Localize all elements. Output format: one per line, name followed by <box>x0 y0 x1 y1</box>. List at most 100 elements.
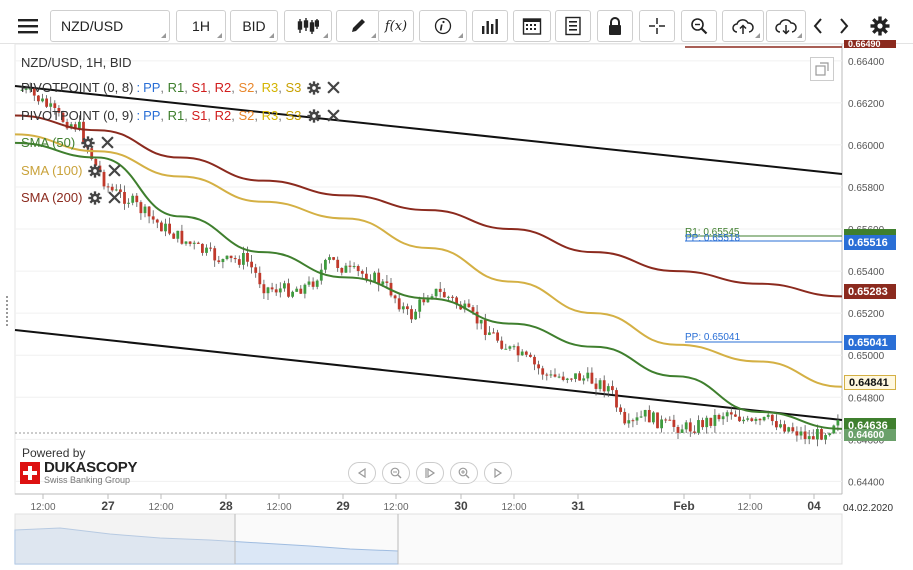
candle-body <box>537 364 540 369</box>
chart-type-button[interactable] <box>284 10 332 42</box>
close-icon <box>108 191 122 204</box>
legend-remove-button[interactable] <box>108 191 122 204</box>
scroll-left-button[interactable] <box>806 10 830 42</box>
y-tick-label: 0.66200 <box>848 99 885 110</box>
legend-remove-button[interactable] <box>101 136 114 149</box>
info-icon <box>434 17 452 35</box>
candle-body <box>254 267 258 273</box>
symbol-select[interactable]: NZD/USD <box>50 10 170 42</box>
menu-button[interactable] <box>9 10 47 42</box>
candle-body <box>578 373 581 381</box>
y-tick-label: 0.64800 <box>848 393 885 404</box>
candle-body <box>401 306 405 310</box>
legend-remove-button[interactable] <box>108 164 122 177</box>
candle-body <box>205 247 208 253</box>
candle-body <box>41 98 44 102</box>
candle-body <box>606 386 610 392</box>
pivot-pp-label-1: PP: 0.65518 <box>685 233 740 244</box>
legend-settings-button[interactable] <box>307 80 322 95</box>
legend-remove-button[interactable] <box>327 81 341 94</box>
candle-body <box>160 222 163 232</box>
candle-body <box>438 288 442 292</box>
legend-level-pp: PP <box>143 80 161 95</box>
legend-level-r3: R3 <box>261 108 279 123</box>
candle-body <box>598 380 602 389</box>
candle-body <box>127 202 130 204</box>
candle-body <box>467 303 471 308</box>
candle-body <box>483 319 487 335</box>
candle-body <box>680 429 684 433</box>
pan-right-button[interactable] <box>484 462 512 484</box>
candle-body <box>352 266 356 268</box>
settings-button[interactable] <box>866 10 894 42</box>
candle-body <box>775 421 778 428</box>
indicators-button[interactable]: f(x) <box>378 10 414 42</box>
close-icon <box>327 81 341 94</box>
timeframe-select[interactable]: 1H <box>176 10 226 42</box>
candle-body <box>139 202 143 214</box>
legend-settings-button[interactable] <box>88 163 103 178</box>
x-tick-label: 12:00 <box>383 502 408 513</box>
drawing-tools-button[interactable] <box>336 10 380 42</box>
price-type-select[interactable]: BID <box>230 10 278 42</box>
legend-level-r3: R3 <box>261 80 279 95</box>
price-badge-sma200: 0.65283 <box>844 284 896 299</box>
legend-pivot-9: PIVOTPOINT (0, 9) : PP, R1, S1, R2, S2, … <box>21 108 341 123</box>
candle-body <box>635 417 639 421</box>
candle-body <box>643 409 647 417</box>
template-button[interactable] <box>555 10 591 42</box>
fullscreen-button[interactable] <box>810 57 834 81</box>
lock-button[interactable] <box>597 10 633 42</box>
info-button[interactable] <box>419 10 467 42</box>
candle-body <box>201 243 204 253</box>
candle-body <box>430 296 434 299</box>
candle-body <box>500 340 504 349</box>
price-badge-current: 0.64600 <box>844 429 896 441</box>
legend-remove-button[interactable] <box>327 109 341 122</box>
candle-body <box>426 298 430 303</box>
zoom-out-button[interactable] <box>382 462 410 484</box>
download-button[interactable] <box>766 10 806 42</box>
candle-body <box>57 108 61 113</box>
x-tick-label: 29 <box>336 499 350 513</box>
legend-settings-button[interactable] <box>81 135 95 150</box>
candle-body <box>270 287 274 290</box>
legend-settings-button[interactable] <box>88 190 103 205</box>
zoom-in-button[interactable] <box>450 462 478 484</box>
candle-body <box>147 206 151 217</box>
calendar-button[interactable] <box>513 10 551 42</box>
reset-button[interactable] <box>416 462 444 484</box>
candle-body <box>820 429 823 440</box>
candle-body <box>250 261 253 268</box>
upload-button[interactable] <box>722 10 764 42</box>
candle-body <box>155 219 159 223</box>
legend-pivot-8: PIVOTPOINT (0, 8) : PP, R1, S1, R2, S2, … <box>21 80 341 95</box>
legend-level-s2: S2 <box>238 108 255 123</box>
candle-body <box>807 436 811 440</box>
candle-body <box>332 257 335 260</box>
dukascopy-logo[interactable]: DUKASCOPY Swiss Banking Group <box>20 460 137 485</box>
zoom-out-icon <box>390 467 402 479</box>
dropdown-corner-icon <box>269 33 274 38</box>
legend-name: PIVOTPOINT (0, 8) <box>21 80 134 95</box>
crosshair-button[interactable] <box>639 10 675 42</box>
candle-body <box>299 288 303 294</box>
studies-button[interactable] <box>472 10 508 42</box>
lower-trend-line <box>14 329 843 421</box>
legend-settings-button[interactable] <box>307 108 322 123</box>
candle-body <box>631 420 635 422</box>
lock-icon <box>609 17 621 35</box>
candle-body <box>123 191 126 204</box>
candle-body <box>98 165 102 172</box>
sma-200-line <box>14 114 843 298</box>
y-tick-label: 0.65400 <box>848 267 885 278</box>
side-drag-handle[interactable] <box>6 296 9 326</box>
scroll-right-button[interactable] <box>832 10 856 42</box>
price-badge-top: 0.66490 <box>844 40 896 48</box>
candle-body <box>393 295 397 299</box>
pan-left-button[interactable] <box>348 462 376 484</box>
y-tick-label: 0.65000 <box>848 351 885 362</box>
candle-body <box>623 411 627 424</box>
zoom-button[interactable] <box>681 10 717 42</box>
